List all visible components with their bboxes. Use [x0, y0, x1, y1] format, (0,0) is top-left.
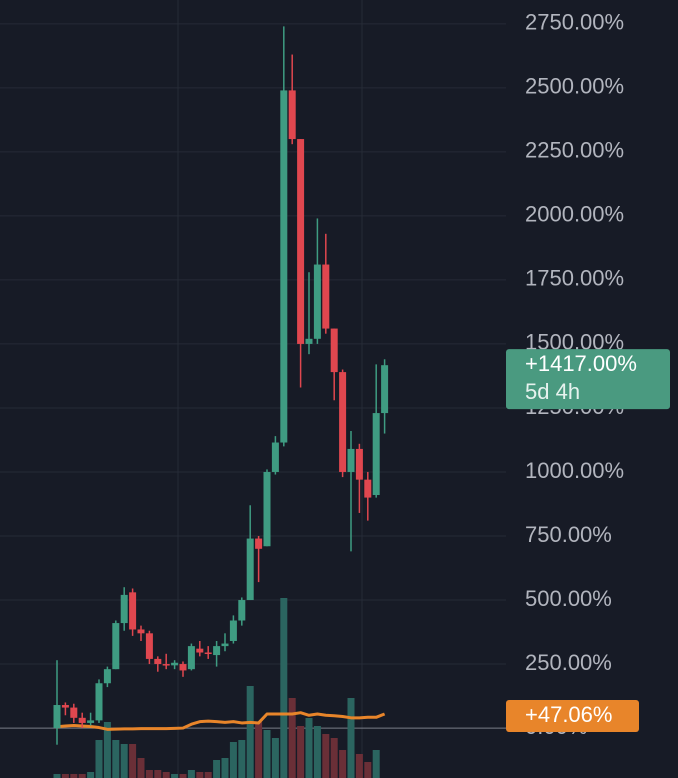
volume-bar: [372, 750, 380, 778]
price-badge-label: +1417.00%: [525, 351, 637, 376]
candle-body: [347, 448, 355, 472]
candle-body: [280, 90, 288, 443]
volume-bar: [103, 722, 111, 778]
y-tick-label: 1000.00%: [525, 458, 624, 483]
candle-body: [120, 594, 128, 624]
candle-body: [255, 538, 263, 549]
candle-body: [87, 720, 95, 723]
volume-bar: [171, 774, 179, 778]
ma-badge-label: +47.06%: [525, 702, 612, 727]
volume-bar: [255, 722, 263, 778]
volume-bar: [246, 686, 254, 778]
volume-bar: [204, 772, 212, 778]
volume-bar: [330, 738, 338, 778]
volume-bar: [187, 770, 195, 778]
volume-bar: [313, 726, 321, 778]
candle-body: [137, 629, 145, 634]
candle-body: [364, 479, 372, 498]
volume-bar: [263, 730, 271, 778]
candle-body: [381, 365, 389, 414]
candle-layer: [53, 26, 389, 745]
candle-body: [196, 648, 204, 653]
volume-bar: [145, 770, 153, 778]
volume-bar: [162, 772, 170, 778]
volume-bar: [87, 772, 95, 778]
candle-body: [162, 664, 170, 666]
candle-body: [213, 646, 221, 656]
volume-bar: [297, 726, 305, 778]
candle-body: [355, 448, 363, 480]
candle-body: [179, 664, 187, 671]
price-badge: [506, 349, 670, 410]
y-tick-label: 500.00%: [525, 586, 612, 611]
volume-bar: [271, 738, 279, 778]
candle-body: [372, 413, 380, 496]
candle-body: [61, 705, 69, 708]
candle-body: [145, 633, 153, 659]
badges: +1417.00% 5d 4h +47.06%: [506, 349, 670, 733]
volume-bar: [179, 774, 187, 778]
y-tick-label: 750.00%: [525, 522, 612, 547]
candle-body: [339, 372, 347, 472]
candle-body: [103, 669, 111, 684]
candle-body: [238, 600, 246, 621]
price-badge-sublabel: 5d 4h: [525, 379, 580, 404]
y-tick-label: 2750.00%: [525, 10, 624, 35]
volume-bar: [137, 758, 145, 778]
candle-body: [70, 707, 78, 718]
candle-body: [221, 643, 229, 647]
ma-badge: [506, 700, 639, 733]
volume-bar: [221, 758, 229, 778]
volume-bar: [78, 774, 86, 778]
volume-bar: [120, 744, 128, 778]
volume-bar: [196, 772, 204, 778]
volume-bar: [238, 740, 246, 778]
y-tick-label: 1750.00%: [525, 266, 624, 291]
volume-bar: [229, 742, 237, 778]
candle-body: [187, 646, 195, 670]
candle-body: [171, 662, 179, 666]
volume-bar: [154, 770, 162, 778]
candle-body: [271, 442, 279, 472]
volume-bar: [95, 740, 103, 778]
candle-body: [229, 620, 237, 641]
candle-body: [204, 652, 212, 655]
candle-body: [129, 592, 137, 630]
candle-body: [112, 623, 120, 670]
candle-body: [263, 471, 271, 547]
candle-body: [313, 264, 321, 339]
candle-body: [246, 538, 254, 601]
volume-layer: [53, 598, 380, 778]
volume-bar: [280, 598, 288, 778]
candle-body: [297, 139, 305, 344]
volume-bar: [305, 718, 313, 778]
volume-bar: [70, 774, 78, 778]
candle-body: [154, 658, 162, 665]
volume-bar: [53, 774, 61, 778]
volume-bar: [213, 760, 221, 778]
y-tick-label: 2500.00%: [525, 74, 624, 99]
volume-bar: [347, 698, 355, 778]
candle-body: [330, 328, 338, 373]
candle-body: [78, 717, 86, 723]
volume-bar: [322, 734, 330, 778]
candle-body: [305, 338, 313, 344]
volume-bar: [129, 744, 137, 778]
candle-body: [53, 705, 61, 729]
volume-bar: [112, 740, 120, 778]
volume-bar: [288, 698, 296, 778]
y-tick-label: 2000.00%: [525, 202, 624, 227]
ma-line: [56, 711, 386, 731]
candle-body: [322, 264, 330, 329]
y-tick-label: 2250.00%: [525, 138, 624, 163]
y-tick-label: 250.00%: [525, 650, 612, 675]
volume-bar: [61, 774, 69, 778]
candle-body: [95, 683, 103, 721]
candle-body: [288, 90, 296, 140]
volume-bar: [364, 762, 372, 778]
volume-bar: [339, 750, 347, 778]
volume-bar: [355, 754, 363, 778]
